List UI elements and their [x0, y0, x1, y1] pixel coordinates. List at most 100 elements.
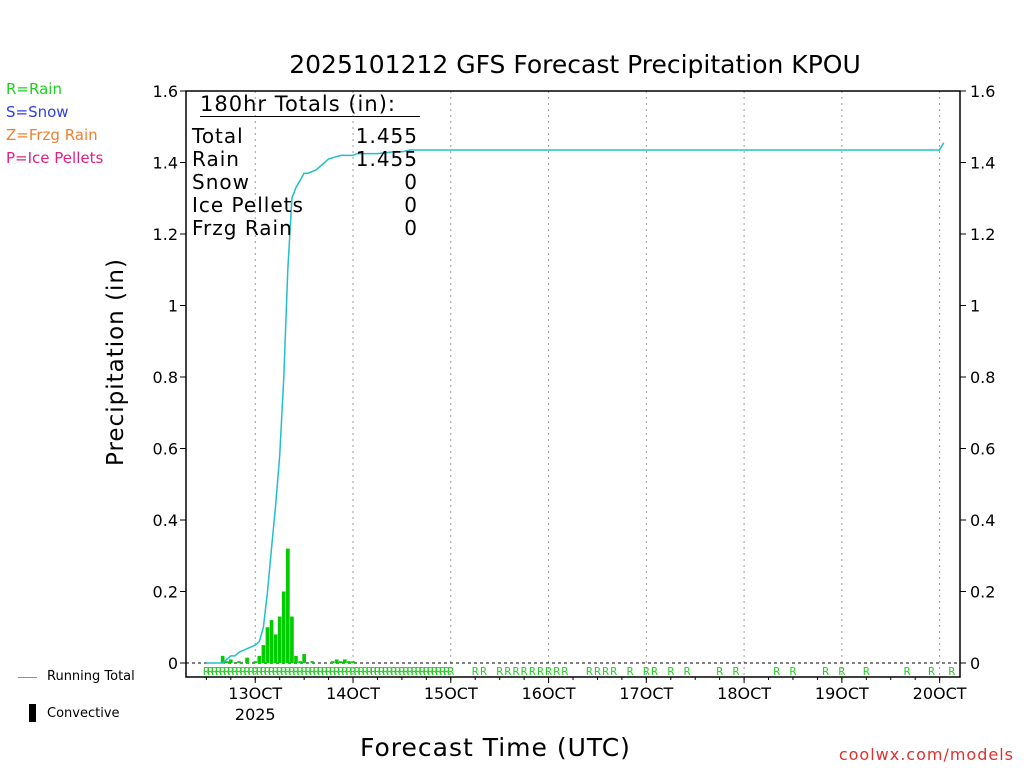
- ptype-marker: R: [553, 665, 560, 678]
- precip-bar: [257, 655, 262, 663]
- ptype-marker: R: [276, 665, 283, 678]
- precip-bar: [330, 661, 335, 663]
- y-tick-label: 0.6: [153, 440, 178, 459]
- totals-label-ice-pellets: Ice Pellets: [192, 193, 304, 217]
- x-tick-label: 14OCT: [326, 684, 380, 703]
- precip-bar: [245, 657, 249, 663]
- ptype-marker: R: [358, 665, 365, 678]
- precip-bar: [343, 659, 347, 663]
- ptype-marker: R: [643, 665, 650, 678]
- ptype-marker: R: [366, 665, 373, 678]
- ptype-marker: R: [244, 665, 251, 678]
- y-tick-label-right: 1.2: [970, 225, 995, 244]
- precip-bar: [294, 655, 298, 663]
- y-tick-label: 1.2: [153, 225, 178, 244]
- ptype-marker: R: [240, 665, 247, 678]
- ptype-marker: R: [317, 665, 324, 678]
- chart-title: 2025101212 GFS Forecast Precipitation KP…: [289, 50, 861, 79]
- precip-bar: [224, 661, 229, 663]
- precip-bar: [273, 634, 278, 663]
- ptype-marker: R: [309, 665, 316, 678]
- totals-label-frzg-rain: Frzg Rain: [192, 216, 293, 240]
- precip-bar: [261, 645, 266, 663]
- ptype-marker: R: [513, 665, 520, 678]
- ptype-marker: R: [667, 665, 674, 678]
- ptype-marker: R: [427, 665, 434, 678]
- ptype-marker: R: [505, 665, 512, 678]
- totals-label-snow: Snow: [192, 170, 250, 194]
- ptype-marker: R: [443, 665, 450, 678]
- totals-value-rain: 1.455: [355, 147, 418, 171]
- ptype-marker: R: [790, 665, 797, 678]
- ptype-marker: R: [382, 665, 389, 678]
- y-tick-label-right: 1.6: [970, 82, 995, 101]
- ptype-marker: R: [839, 665, 846, 678]
- precip-bar: [290, 616, 294, 663]
- ptype-marker: R: [268, 665, 275, 678]
- ptype-marker: R: [399, 665, 406, 678]
- y-tick-label-right: 1.4: [970, 154, 995, 173]
- ptype-marker: R: [321, 665, 328, 678]
- ptype-marker: R: [431, 665, 438, 678]
- ptype-marker: R: [325, 665, 332, 678]
- ptype-marker: R: [370, 665, 377, 678]
- ptype-marker: R: [949, 665, 956, 678]
- ptype-marker: R: [411, 665, 418, 678]
- precip-bar: [286, 548, 290, 663]
- ptype-marker: R: [602, 665, 609, 678]
- x-tick-label: 19OCT: [815, 684, 869, 703]
- precip-bar: [351, 661, 355, 663]
- totals-value-ice-pellets: 0: [404, 193, 418, 217]
- y-tick-label-right: 0: [970, 654, 980, 673]
- ptype-marker: R: [337, 665, 344, 678]
- y-tick-label: 1: [168, 297, 178, 316]
- ptype-marker: R: [215, 665, 222, 678]
- ptype-marker: R: [252, 665, 259, 678]
- ptype-marker: R: [822, 665, 829, 678]
- y-tick-label-right: 0.2: [970, 583, 995, 602]
- ptype-marker: R: [350, 665, 357, 678]
- ptype-marker: R: [419, 665, 426, 678]
- x-tick-label: 16OCT: [522, 684, 576, 703]
- ptype-marker: R: [203, 665, 210, 678]
- ptype-marker: R: [586, 665, 593, 678]
- ptype-marker: R: [280, 665, 287, 678]
- ptype-marker: R: [627, 665, 634, 678]
- precip-bar: [228, 659, 233, 663]
- ptype-marker: R: [733, 665, 740, 678]
- x-tick-label: 20OCT: [913, 684, 967, 703]
- ptype-marker: R: [390, 665, 397, 678]
- legend-rain: R=Rain: [6, 80, 62, 98]
- convective-legend: Convective: [47, 706, 120, 721]
- x-axis-label: Forecast Time (UTC): [360, 733, 631, 762]
- precip-bar: [237, 661, 241, 663]
- precip-bar: [253, 661, 258, 663]
- running-total-line: [206, 142, 945, 664]
- ptype-marker: R: [313, 665, 320, 678]
- ptype-marker: R: [378, 665, 385, 678]
- ptype-marker: R: [285, 665, 292, 678]
- ptype-marker: R: [545, 665, 552, 678]
- ptype-marker: R: [423, 665, 430, 678]
- totals-value-snow: 0: [404, 170, 418, 194]
- ptype-marker: R: [346, 665, 353, 678]
- totals-value-frzg-rain: 0: [404, 216, 418, 240]
- x-tick-label: 15OCT: [424, 684, 478, 703]
- y-tick-label: 0.2: [153, 583, 178, 602]
- ptype-marker: R: [289, 665, 296, 678]
- y-tick-label: 0.8: [153, 368, 178, 387]
- ptype-markers: RRRRRRRRRRRRRRRRRRRRRRRRRRRRRRRRRRRRRRRR…: [203, 665, 955, 678]
- ptype-marker: R: [260, 665, 267, 678]
- credit-link[interactable]: coolwx.com/models: [838, 745, 1014, 764]
- ptype-marker: R: [447, 665, 454, 678]
- ptype-marker: R: [264, 665, 271, 678]
- ptype-marker: R: [537, 665, 544, 678]
- ptype-marker: R: [232, 665, 239, 678]
- ptype-marker: R: [305, 665, 312, 678]
- ptype-marker: R: [904, 665, 911, 678]
- precip-bar: [265, 627, 270, 663]
- grid-lines: [186, 91, 960, 677]
- ptype-marker: R: [374, 665, 381, 678]
- ptype-marker: R: [610, 665, 617, 678]
- precip-bar: [220, 655, 225, 663]
